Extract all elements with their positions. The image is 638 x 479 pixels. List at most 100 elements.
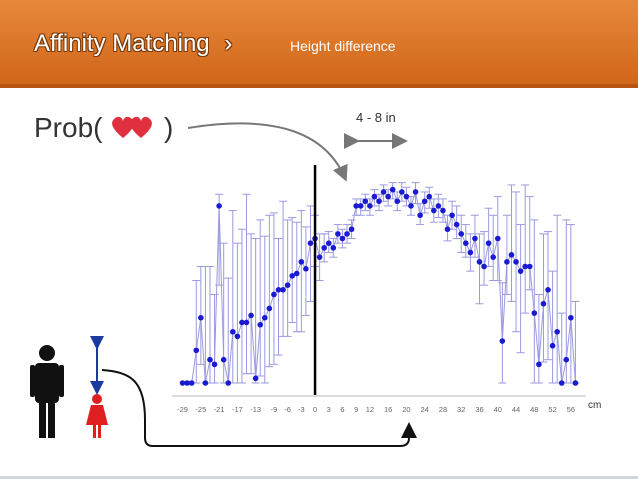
x-tick-label: 40 <box>494 405 502 414</box>
x-tick-label: 3 <box>327 405 331 414</box>
data-point <box>248 312 254 319</box>
data-point <box>449 212 455 219</box>
x-tick-label: -25 <box>195 405 206 414</box>
slide-title: Affinity Matching › <box>34 30 232 58</box>
x-tick-label: 48 <box>530 405 538 414</box>
data-point <box>403 193 410 200</box>
data-point <box>517 268 524 274</box>
data-point <box>261 314 268 321</box>
data-point <box>412 189 419 195</box>
prob-pointer-arrow <box>187 122 348 182</box>
data-point <box>275 287 282 293</box>
x-tick-label: -13 <box>250 405 261 414</box>
connector-arrow <box>101 369 417 447</box>
data-point <box>243 319 250 326</box>
data-point <box>339 235 346 242</box>
x-tick-label: 56 <box>567 405 575 414</box>
x-tick-label: -29 <box>177 405 188 414</box>
x-tick-label: -3 <box>298 405 305 414</box>
prob-open: Prob( <box>34 112 103 143</box>
x-tick-label: -6 <box>284 405 291 414</box>
data-point <box>321 245 327 251</box>
data-point <box>335 231 341 237</box>
data-point <box>531 310 538 316</box>
male-person-icon <box>30 345 64 438</box>
data-point <box>499 338 506 344</box>
data-point <box>435 203 442 209</box>
data-point <box>458 231 465 237</box>
data-point <box>494 235 501 242</box>
data-point <box>179 380 186 386</box>
data-point <box>467 249 474 256</box>
data-point <box>399 189 405 195</box>
x-tick-label: 52 <box>548 405 556 414</box>
data-point <box>376 198 382 205</box>
x-tick-label: 36 <box>475 405 483 414</box>
chart-marks <box>172 165 586 397</box>
data-point <box>481 263 487 270</box>
data-point <box>271 291 277 298</box>
data-point <box>207 356 213 363</box>
data-point <box>508 252 515 258</box>
data-point <box>252 375 259 382</box>
data-point <box>348 226 355 233</box>
x-tick-label: 24 <box>421 405 429 414</box>
prob-label: Prob( ) <box>34 112 173 144</box>
data-point <box>485 240 492 246</box>
data-point <box>293 270 300 277</box>
data-point <box>504 259 510 265</box>
x-tick-label: 20 <box>402 405 410 414</box>
x-tick-label: 9 <box>354 405 358 414</box>
header-rule <box>0 84 638 88</box>
data-point <box>558 380 565 386</box>
data-point <box>234 333 241 340</box>
data-point <box>440 207 446 214</box>
data-point <box>554 328 560 335</box>
data-point <box>540 300 547 307</box>
data-point <box>545 287 551 293</box>
data-point <box>367 203 373 209</box>
data-point <box>472 235 478 242</box>
data-point <box>353 203 359 209</box>
x-tick-label: 0 <box>313 405 317 414</box>
data-point <box>357 203 364 209</box>
title-chevron: › <box>224 30 233 57</box>
data-point <box>563 356 570 363</box>
female-person-icon <box>86 394 108 438</box>
data-point <box>380 189 387 195</box>
range-label: 4 - 8 in <box>356 110 396 125</box>
data-point <box>549 342 556 349</box>
slide-subtitle: Height difference <box>290 38 396 54</box>
slide-bottom-rule <box>0 476 638 479</box>
data-point <box>188 380 195 386</box>
data-point <box>522 263 528 270</box>
data-point <box>257 321 264 328</box>
data-point <box>526 263 533 270</box>
x-tick-label: 32 <box>457 405 465 414</box>
x-tick-label: -9 <box>271 405 278 414</box>
data-point <box>417 212 423 219</box>
x-axis-ticks: -29 -25 -21 -17 -13 -9 -6 -3 0 3 6 9 12 16 20 24 28 32 36 4… <box>177 405 575 414</box>
data-point <box>536 361 542 368</box>
data-point <box>298 259 305 265</box>
data-point <box>239 319 245 326</box>
data-point <box>193 347 200 354</box>
data-point <box>490 254 497 260</box>
x-tick-label: -17 <box>232 405 243 414</box>
data-point <box>476 259 483 265</box>
data-point <box>280 287 286 293</box>
data-point <box>394 198 401 205</box>
data-point <box>408 203 414 209</box>
data-point <box>198 314 204 321</box>
data-point <box>513 259 519 265</box>
data-point <box>316 254 323 260</box>
data-point <box>330 245 337 251</box>
data-point <box>444 226 451 233</box>
data-point <box>431 207 437 214</box>
data-point <box>230 328 236 335</box>
heart-icon <box>110 114 156 140</box>
slide-header <box>0 0 638 84</box>
data-point <box>344 231 350 237</box>
data-point <box>284 282 291 288</box>
